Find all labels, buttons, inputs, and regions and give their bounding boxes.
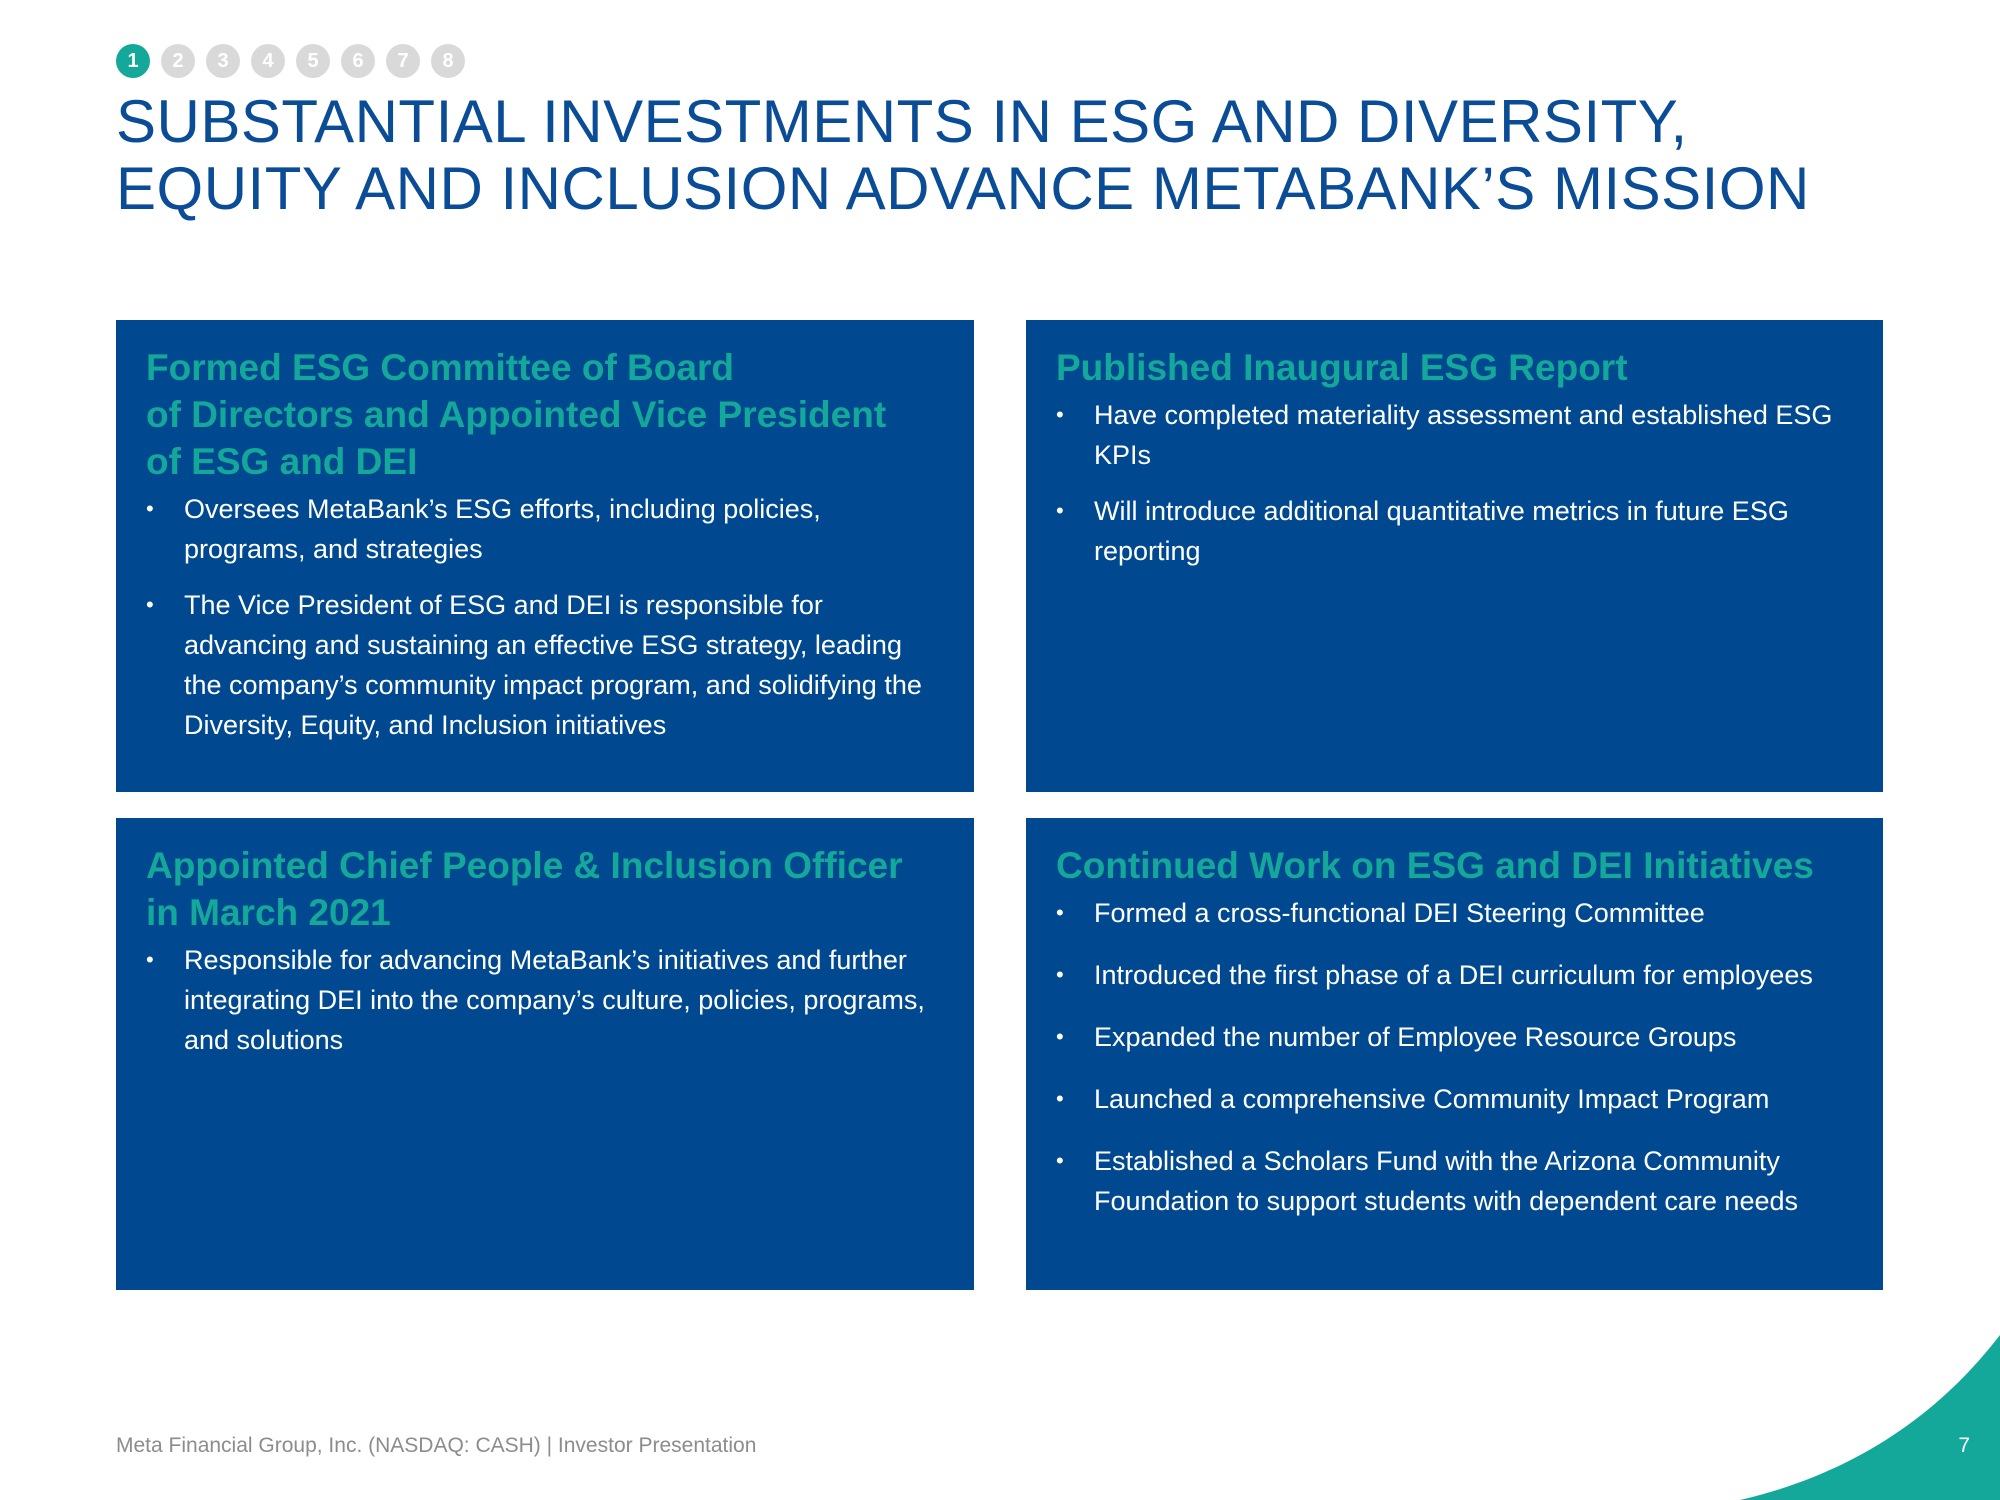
bullet-item: • Will introduce additional quantitative… xyxy=(1056,491,1853,571)
bullet-item: • Responsible for advancing MetaBank’s i… xyxy=(146,940,944,1060)
progress-step-5[interactable]: 5 xyxy=(296,44,330,78)
bullet-list: • Have completed materiality assessment … xyxy=(1056,395,1853,571)
bullet-item: • Launched a comprehensive Community Imp… xyxy=(1056,1079,1853,1119)
bullet-list: • Oversees MetaBank’s ESG efforts, inclu… xyxy=(146,489,944,745)
bullet-text: Established a Scholars Fund with the Ari… xyxy=(1094,1146,1798,1216)
bullet-item: • Expanded the number of Employee Resour… xyxy=(1056,1017,1853,1057)
bullet-text: Will introduce additional quantitative m… xyxy=(1094,496,1789,566)
bullet-text: Launched a comprehensive Community Impac… xyxy=(1094,1084,1770,1114)
panel-heading-line: Appointed Chief People & Inclusion Offic… xyxy=(146,845,903,886)
progress-step-8[interactable]: 8 xyxy=(431,44,465,78)
bullet-icon: • xyxy=(1056,900,1064,925)
progress-step-2[interactable]: 2 xyxy=(161,44,195,78)
panel-heading: Continued Work on ESG and DEI Initiative… xyxy=(1056,842,1853,889)
bullet-icon: • xyxy=(1056,962,1064,987)
bullet-icon: • xyxy=(1056,1148,1064,1173)
panel-chief-people-officer: Appointed Chief People & Inclusion Offic… xyxy=(116,818,974,1290)
panel-heading-line: in March 2021 xyxy=(146,892,391,933)
bullet-icon: • xyxy=(1056,498,1064,523)
bullet-text: Introduced the first phase of a DEI curr… xyxy=(1094,960,1813,990)
panel-esg-committee: Formed ESG Committee of Board of Directo… xyxy=(116,320,974,792)
bullet-icon: • xyxy=(1056,1086,1064,1111)
bullet-icon: • xyxy=(146,947,154,972)
panel-heading: Formed ESG Committee of Board of Directo… xyxy=(146,344,944,485)
bullet-item: • Oversees MetaBank’s ESG efforts, inclu… xyxy=(146,489,944,569)
panel-dei-initiatives: Continued Work on ESG and DEI Initiative… xyxy=(1026,818,1883,1290)
bullet-item: • Introduced the first phase of a DEI cu… xyxy=(1056,955,1853,995)
panel-esg-report: Published Inaugural ESG Report • Have co… xyxy=(1026,320,1883,792)
panel-heading-line: Published Inaugural ESG Report xyxy=(1056,347,1628,388)
swoosh-shape xyxy=(1740,1335,2000,1500)
section-progress-indicator: 1 2 3 4 5 6 7 8 xyxy=(116,44,465,78)
progress-step-4[interactable]: 4 xyxy=(251,44,285,78)
progress-step-1[interactable]: 1 xyxy=(116,44,150,78)
panel-heading-line: Formed ESG Committee of Board xyxy=(146,347,734,388)
bullet-text: Formed a cross-functional DEI Steering C… xyxy=(1094,898,1705,928)
bullet-text: Expanded the number of Employee Resource… xyxy=(1094,1022,1737,1052)
bullet-icon: • xyxy=(1056,402,1064,427)
page-number: 7 xyxy=(1958,1434,1970,1457)
slide-title: SUBSTANTIAL INVESTMENTS IN ESG AND DIVER… xyxy=(116,88,1916,222)
bullet-icon: • xyxy=(1056,1024,1064,1049)
bullet-text: Have completed materiality assessment an… xyxy=(1094,400,1833,470)
panel-heading: Appointed Chief People & Inclusion Offic… xyxy=(146,842,944,936)
bullet-icon: • xyxy=(146,496,154,521)
corner-swoosh-decoration xyxy=(1740,1335,2000,1500)
bullet-item: • The Vice President of ESG and DEI is r… xyxy=(146,585,944,745)
bullet-list: • Responsible for advancing MetaBank’s i… xyxy=(146,940,944,1060)
bullet-list: • Formed a cross-functional DEI Steering… xyxy=(1056,893,1853,1221)
panel-heading: Published Inaugural ESG Report xyxy=(1056,344,1853,391)
progress-step-3[interactable]: 3 xyxy=(206,44,240,78)
slide-title-line-2: EQUITY AND INCLUSION ADVANCE METABANK’S … xyxy=(116,155,1810,222)
panel-heading-line: of Directors and Appointed Vice Presiden… xyxy=(146,394,887,435)
bullet-text: Responsible for advancing MetaBank’s ini… xyxy=(184,945,925,1055)
bullet-item: • Established a Scholars Fund with the A… xyxy=(1056,1141,1853,1221)
bullet-text: The Vice President of ESG and DEI is res… xyxy=(184,590,922,740)
panel-heading-line: of ESG and DEI xyxy=(146,441,418,482)
bullet-item: • Have completed materiality assessment … xyxy=(1056,395,1853,475)
bullet-item: • Formed a cross-functional DEI Steering… xyxy=(1056,893,1853,933)
progress-step-6[interactable]: 6 xyxy=(341,44,375,78)
bullet-icon: • xyxy=(146,592,154,617)
slide-title-line-1: SUBSTANTIAL INVESTMENTS IN ESG AND DIVER… xyxy=(116,88,1688,155)
bullet-text: Oversees MetaBank’s ESG efforts, includi… xyxy=(184,494,821,564)
progress-step-7[interactable]: 7 xyxy=(386,44,420,78)
panel-heading-line: Continued Work on ESG and DEI Initiative… xyxy=(1056,845,1814,886)
footer-text: Meta Financial Group, Inc. (NASDAQ: CASH… xyxy=(116,1434,757,1457)
